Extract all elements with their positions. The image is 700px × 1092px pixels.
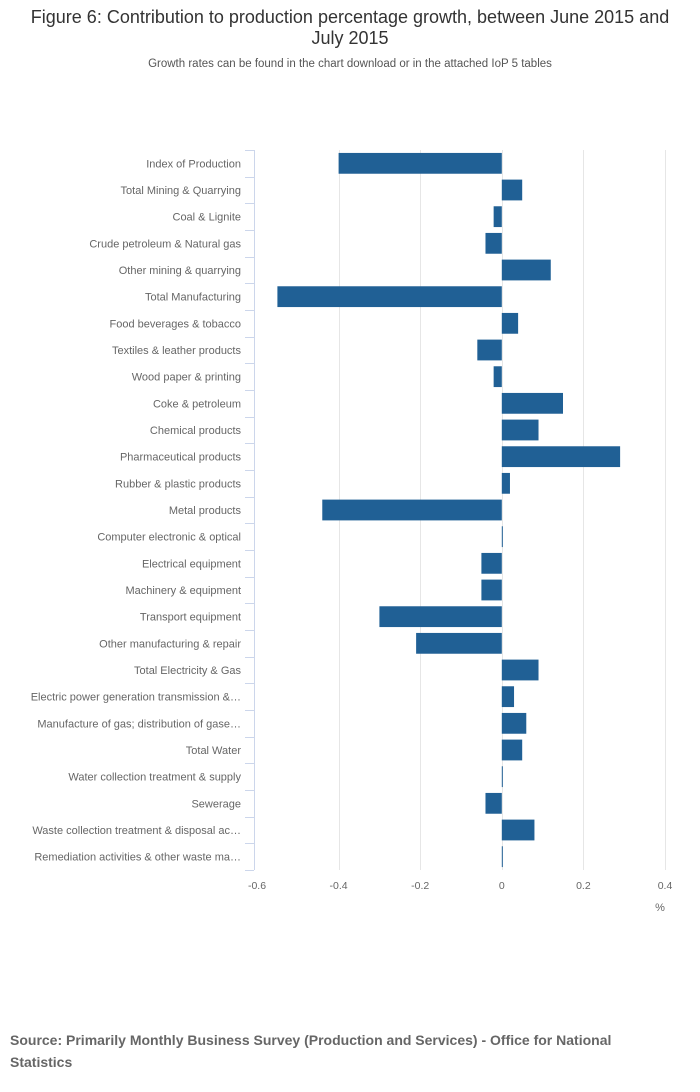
category-label: Wood paper & printing <box>132 372 241 384</box>
bar-series <box>277 152 621 868</box>
category-label: Other mining & quarrying <box>119 265 241 277</box>
bar[interactable] <box>481 579 502 601</box>
bar[interactable] <box>477 339 502 361</box>
category-label: Crude petroleum & Natural gas <box>89 238 241 250</box>
chart-subtitle: Growth rates can be found in the chart d… <box>148 58 552 70</box>
source-note: Source: Primarily Monthly Business Surve… <box>10 1032 612 1070</box>
category-label: Total Mining & Quarrying <box>121 185 241 197</box>
category-axis <box>245 150 255 871</box>
bar[interactable] <box>501 766 503 788</box>
category-label: Sewerage <box>191 798 241 810</box>
category-label: Coal & Lignite <box>173 212 242 224</box>
bar[interactable] <box>501 846 503 868</box>
bar[interactable] <box>277 286 502 308</box>
bar[interactable] <box>501 312 519 334</box>
bar[interactable] <box>501 526 503 548</box>
x-tick-label: 0.2 <box>576 880 591 892</box>
category-label: Pharmaceutical products <box>120 452 242 464</box>
bar-chart: Index of Production Total Mining & Quarry… <box>31 150 672 914</box>
category-label: Total Manufacturing <box>145 292 241 304</box>
bar[interactable] <box>493 206 502 228</box>
bar[interactable] <box>485 792 502 814</box>
category-label: Index of Production <box>146 158 241 170</box>
category-label: Metal products <box>169 505 242 517</box>
bar[interactable] <box>493 366 502 388</box>
category-label: Food beverages & tobacco <box>110 318 241 330</box>
category-label: Computer electronic & optical <box>97 532 241 544</box>
bar[interactable] <box>501 819 535 841</box>
category-labels: Index of Production Total Mining & Quarry… <box>31 158 242 863</box>
category-label: Other manufacturing & repair <box>99 638 241 650</box>
category-label: Waste collection treatment & disposal ac… <box>32 825 241 837</box>
bar[interactable] <box>501 659 539 681</box>
bar[interactable] <box>485 232 502 254</box>
bar[interactable] <box>322 499 502 521</box>
bar[interactable] <box>501 686 515 708</box>
value-axis-ticks: -0.6 -0.4 -0.2 0 0.2 0.4 <box>248 880 672 892</box>
x-tick-label: -0.2 <box>411 880 429 892</box>
category-label: Total Water <box>186 745 242 757</box>
bar[interactable] <box>501 179 523 201</box>
category-label: Textiles & leather products <box>112 345 242 357</box>
x-tick-label: 0 <box>499 880 505 892</box>
category-label: Electric power generation transmission &… <box>31 692 241 704</box>
x-tick-label: -0.4 <box>330 880 348 892</box>
bar[interactable] <box>501 739 523 761</box>
category-label: Total Electricity & Gas <box>134 665 241 677</box>
category-label: Remediation activities & other waste ma… <box>34 852 241 864</box>
bar[interactable] <box>501 472 510 494</box>
category-label: Rubber & plastic products <box>115 478 241 490</box>
category-label: Water collection treatment & supply <box>68 772 241 784</box>
bar[interactable] <box>501 392 563 414</box>
bar[interactable] <box>501 419 539 441</box>
category-label: Electrical equipment <box>142 558 241 570</box>
x-axis-title: % <box>655 902 665 914</box>
bar[interactable] <box>501 712 527 734</box>
category-label: Transport equipment <box>140 612 241 624</box>
category-label: Manufacture of gas; distribution of gase… <box>37 718 241 730</box>
category-label: Machinery & equipment <box>125 585 241 597</box>
bar[interactable] <box>501 446 621 468</box>
x-tick-label: -0.6 <box>248 880 266 892</box>
bar[interactable] <box>481 552 502 574</box>
x-tick-label: 0.4 <box>658 880 673 892</box>
chart-title: Figure 6: Contribution to production per… <box>30 7 670 48</box>
bar[interactable] <box>501 259 551 281</box>
bar[interactable] <box>379 606 502 628</box>
bar[interactable] <box>416 632 502 654</box>
category-label: Coke & petroleum <box>153 398 241 410</box>
category-label: Chemical products <box>150 425 242 437</box>
bar[interactable] <box>338 152 502 174</box>
